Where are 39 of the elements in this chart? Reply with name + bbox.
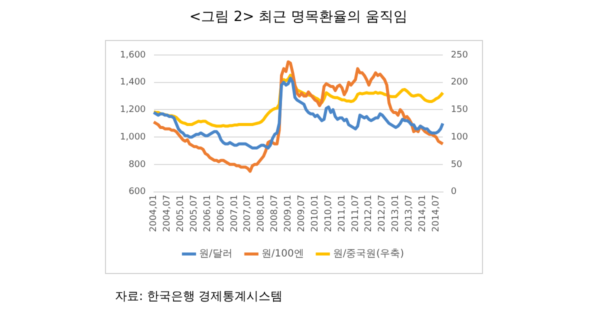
x-tick-label: 2007,01 xyxy=(230,194,240,232)
x-tick-label: 2004,07 xyxy=(162,194,173,232)
text: 자료: 한국은행 경제통계시스템 xyxy=(115,288,283,305)
x-tick-label: 2009,07 xyxy=(297,194,307,232)
legend-label: 원/달러 xyxy=(199,248,232,260)
y-tick-label: 600 xyxy=(128,187,146,198)
x-tick-label: 2005,07 xyxy=(189,194,200,232)
x-tick-label: 2012,01 xyxy=(364,194,374,232)
y2-tick-label: 100 xyxy=(450,132,468,142)
chart-title: <그림 2> 최근 명목환율의 움직임 xyxy=(188,8,409,26)
x-tick-label: 2010,07 xyxy=(324,194,334,232)
y2-tick-label: 150 xyxy=(450,105,468,116)
legend-label: 원/100엔 xyxy=(261,248,304,260)
x-tick-label: 2007,07 xyxy=(243,194,254,232)
x-tick-label: 2008,07 xyxy=(270,194,280,232)
y-tick-label: 1,600 xyxy=(120,50,146,60)
y-tick-label: 1,200 xyxy=(120,105,146,116)
x-tick-label: 2012,07 xyxy=(378,194,388,232)
x-tick-label: 2004,01 xyxy=(149,194,160,232)
y-tick-label: 800 xyxy=(128,160,146,170)
legend-label: 원/중국원(우축) xyxy=(332,248,404,260)
x-tick-label: 2014,07 xyxy=(431,194,442,232)
y2-tick-label: 250 xyxy=(450,50,468,60)
x-tick-label: 2006,01 xyxy=(202,194,213,232)
y-tick-label: 1,400 xyxy=(120,78,146,88)
y2-tick-label: 0 xyxy=(450,187,457,198)
x-tick-label: 2014,01 xyxy=(418,194,428,232)
x-tick-label: 2010,01 xyxy=(310,194,320,232)
x-tick-label: 2009,01 xyxy=(284,194,294,232)
x-tick-label: 2013,07 xyxy=(404,194,415,232)
x-tick-label: 2011,07 xyxy=(350,194,361,232)
y2-tick-label: 50 xyxy=(450,160,463,170)
x-tick-label: 2013,01 xyxy=(391,194,402,232)
x-tick-label: 2008,01 xyxy=(256,194,267,232)
x-tick-label: 2005,01 xyxy=(176,194,186,232)
y2-tick-label: 200 xyxy=(450,78,468,88)
x-tick-label: 2011,01 xyxy=(337,194,348,232)
x-tick-label: 2006,07 xyxy=(216,194,226,232)
y-tick-label: 1,000 xyxy=(120,132,146,142)
